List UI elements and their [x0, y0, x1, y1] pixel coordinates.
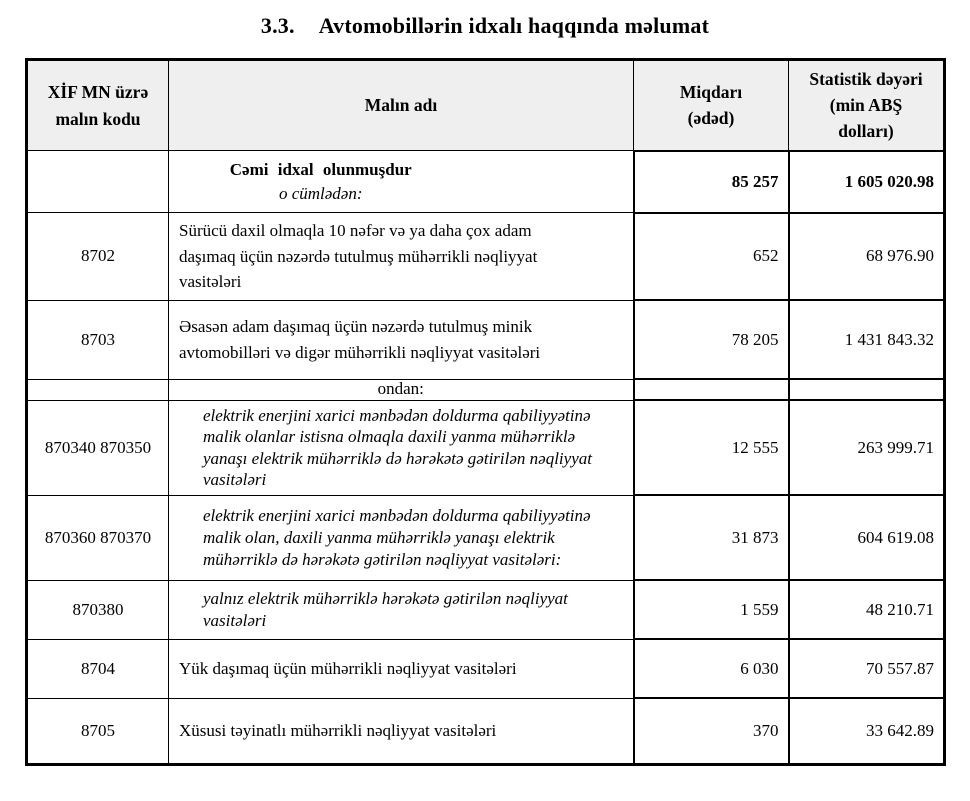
value-cell: 263 999.71 — [787, 398, 946, 497]
table-row: 8703 Əsasən adam daşımaq üçün nəzərdə tu… — [26, 299, 946, 380]
col-header-qty: Miqdarı (ədəd) — [633, 59, 789, 151]
qty-cell: 652 — [632, 211, 790, 301]
col-header-code: XİF MN üzrə malın kodu — [26, 59, 169, 151]
qty-cell: 370 — [632, 697, 790, 766]
code-cell: 870380 — [26, 579, 169, 640]
value-cell: 1 605 020.98 — [787, 149, 946, 214]
name-cell: Cəmi idxal olunmuşdur o cümlədən: — [168, 150, 634, 213]
name-cell: Yük daşımaq üçün mühərrikli nəqliyyat va… — [168, 638, 634, 699]
code-cell: 8704 — [26, 638, 169, 699]
col-header-value: Statistik dəyəri (min ABŞ dolları) — [788, 59, 945, 151]
code-cell: 8705 — [26, 697, 169, 765]
page-title: 3.3. Avtomobillərin idxalı haqqında məlum… — [0, 0, 970, 39]
table-row: 870380 yalnız elektrik mühərriklə hərəkə… — [26, 579, 946, 641]
value-cell: 68 976.90 — [787, 211, 946, 301]
total-label: Cəmi idxal olunmuşdur — [229, 159, 412, 179]
table-row-total: Cəmi idxal olunmuşdur o cümlədən: 85 257… — [26, 149, 946, 214]
qty-cell: 12 555 — [632, 398, 790, 497]
name-cell: yalnız elektrik mühərriklə hərəkətə gəti… — [168, 579, 634, 640]
qty-cell: 78 205 — [632, 299, 790, 380]
qty-cell: 1 559 — [632, 579, 790, 641]
qty-cell: 6 030 — [632, 638, 790, 700]
table-row: 8704 Yük daşımaq üçün mühərrikli nəqliyy… — [26, 638, 946, 700]
name-cell: elektrik enerjini xarici mənbədən doldur… — [168, 494, 634, 581]
name-cell: Sürücü daxil olmaqla 10 nəfər və ya daha… — [168, 212, 634, 301]
value-cell: 48 210.71 — [787, 579, 946, 641]
code-cell — [26, 378, 169, 401]
name-cell: Xüsusi təyinatlı mühərrikli nəqliyyat va… — [168, 697, 634, 765]
table-row-subheader: ondan: — [26, 378, 946, 401]
import-table: XİF MN üzrə malın kodu Malın adı Miqdarı… — [25, 58, 946, 766]
qty-cell: 85 257 — [632, 149, 790, 214]
name-cell: ondan: — [168, 378, 634, 401]
section-number: 3.3. — [260, 13, 295, 38]
value-cell — [787, 378, 946, 401]
table-row: 870340 870350 elektrik enerjini xarici m… — [26, 398, 946, 497]
table-row: 8705 Xüsusi təyinatlı mühərrikli nəqliyy… — [26, 697, 946, 766]
table-row: 870360 870370 elektrik enerjini xarici m… — [26, 494, 946, 582]
name-cell: elektrik enerjini xarici mənbədən doldur… — [168, 399, 634, 496]
table-header-row: XİF MN üzrə malın kodu Malın adı Miqdarı… — [26, 59, 945, 151]
value-cell: 1 431 843.32 — [787, 299, 946, 380]
qty-cell — [632, 378, 790, 401]
code-cell: 8703 — [26, 299, 169, 380]
name-cell: Əsasən adam daşımaq üçün nəzərdə tutulmu… — [168, 299, 634, 380]
value-cell: 33 642.89 — [787, 697, 946, 766]
qty-cell: 31 873 — [632, 494, 790, 582]
col-header-name: Malın adı — [168, 59, 634, 151]
value-cell: 604 619.08 — [787, 494, 946, 582]
table-row: 8702 Sürücü daxil olmaqla 10 nəfər və ya… — [26, 211, 946, 301]
total-sublabel: o cümlədən: — [278, 183, 363, 203]
section-title-text: Avtomobillərin idxalı haqqında məlumat — [318, 13, 710, 38]
value-cell: 70 557.87 — [787, 638, 946, 700]
code-cell: 870360 870370 — [26, 494, 169, 581]
code-cell — [26, 150, 169, 213]
code-cell: 8702 — [26, 212, 169, 301]
code-cell: 870340 870350 — [26, 399, 169, 496]
